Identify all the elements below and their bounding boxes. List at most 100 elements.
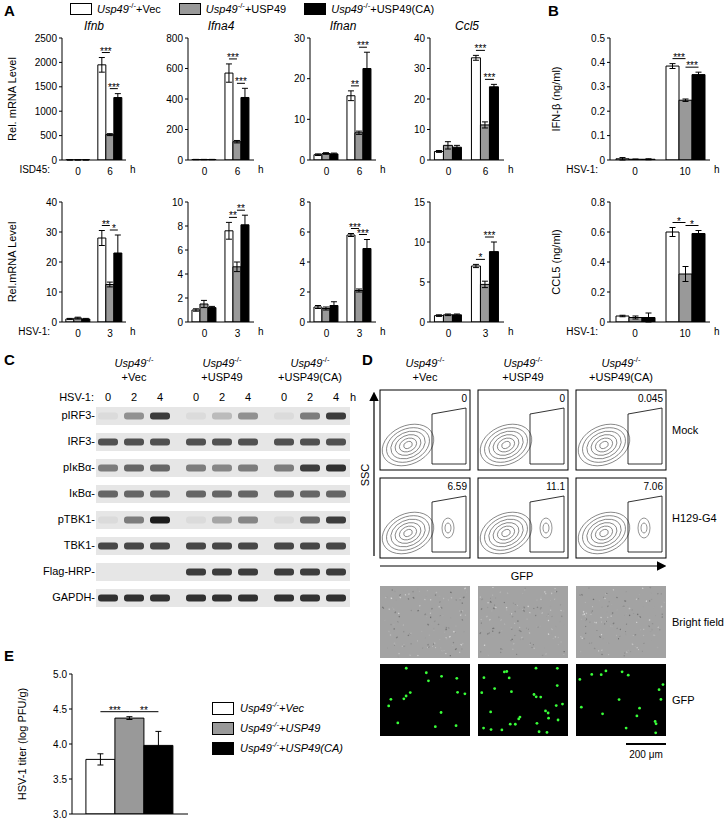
svg-text:0: 0 xyxy=(202,328,208,339)
svg-text:0: 0 xyxy=(202,166,208,177)
svg-text:***: *** xyxy=(227,52,239,63)
svg-text:30: 30 xyxy=(414,63,426,74)
svg-text:4.0: 4.0 xyxy=(53,739,67,750)
svg-text:0: 0 xyxy=(75,166,81,177)
svg-text:6: 6 xyxy=(235,166,241,177)
svg-text:0: 0 xyxy=(599,155,605,166)
svg-text:5.0: 5.0 xyxy=(53,669,67,680)
svg-text:***: *** xyxy=(475,43,487,54)
svg-text:20: 20 xyxy=(294,73,306,84)
svg-text:30: 30 xyxy=(294,33,306,44)
svg-text:***: *** xyxy=(673,52,685,63)
svg-text:10: 10 xyxy=(294,114,306,125)
svg-text:4.5: 4.5 xyxy=(53,704,67,715)
svg-text:20: 20 xyxy=(46,257,58,268)
svg-text:0.4: 0.4 xyxy=(591,257,605,268)
svg-text:3: 3 xyxy=(483,328,489,339)
svg-text:0.2: 0.2 xyxy=(591,287,605,298)
svg-text:10: 10 xyxy=(172,197,184,208)
svg-text:0.3: 0.3 xyxy=(591,81,605,92)
svg-text:0: 0 xyxy=(299,317,305,328)
svg-text:5: 5 xyxy=(419,277,425,288)
svg-text:10: 10 xyxy=(46,287,58,298)
svg-text:0.2: 0.2 xyxy=(591,106,605,117)
svg-text:3: 3 xyxy=(235,328,241,339)
svg-text:0: 0 xyxy=(177,317,183,328)
html-text:Usp49-/-+USP49: Usp49-/-+USP49 xyxy=(205,1,287,15)
svg-text:**: ** xyxy=(102,219,110,230)
svg-text:0: 0 xyxy=(632,166,638,177)
svg-text:2500: 2500 xyxy=(35,33,58,44)
svg-text:***: *** xyxy=(686,60,698,71)
svg-text:0.4: 0.4 xyxy=(591,57,605,68)
svg-text:2: 2 xyxy=(299,287,305,298)
svg-text:*: * xyxy=(677,216,681,227)
html-text:Usp49-/-+USP49(CA): Usp49-/-+USP49(CA) xyxy=(331,1,435,15)
svg-text:0: 0 xyxy=(446,166,452,177)
svg-text:6: 6 xyxy=(177,245,183,256)
svg-text:0.8: 0.8 xyxy=(591,197,605,208)
svg-text:0: 0 xyxy=(324,328,330,339)
svg-text:***: *** xyxy=(357,228,369,239)
svg-text:6: 6 xyxy=(107,166,113,177)
svg-text:0: 0 xyxy=(51,317,57,328)
svg-text:0: 0 xyxy=(419,317,425,328)
svg-text:800: 800 xyxy=(166,33,183,44)
svg-text:10: 10 xyxy=(679,166,691,177)
svg-text:**: ** xyxy=(237,203,245,214)
svg-text:3: 3 xyxy=(107,328,113,339)
svg-text:*: * xyxy=(690,219,694,230)
svg-text:***: *** xyxy=(235,76,247,87)
svg-text:8: 8 xyxy=(299,197,305,208)
svg-text:0.5: 0.5 xyxy=(591,33,605,44)
svg-text:0: 0 xyxy=(75,328,81,339)
svg-text:30: 30 xyxy=(46,227,58,238)
svg-text:*: * xyxy=(112,223,116,234)
svg-text:6: 6 xyxy=(299,227,305,238)
svg-text:10: 10 xyxy=(414,237,426,248)
svg-text:8: 8 xyxy=(177,221,183,232)
svg-text:0: 0 xyxy=(299,155,305,166)
svg-text:15: 15 xyxy=(414,197,426,208)
svg-text:***: *** xyxy=(100,46,112,57)
svg-text:3.0: 3.0 xyxy=(53,809,67,820)
svg-text:**: ** xyxy=(351,79,359,90)
svg-text:***: *** xyxy=(484,230,496,241)
svg-text:*: * xyxy=(478,252,482,263)
svg-text:0: 0 xyxy=(599,317,605,328)
svg-text:**: ** xyxy=(229,210,237,221)
svg-text:3.5: 3.5 xyxy=(53,774,67,785)
svg-text:10: 10 xyxy=(414,124,426,135)
svg-text:2000: 2000 xyxy=(35,57,58,68)
svg-text:0.1: 0.1 xyxy=(591,130,605,141)
svg-text:400: 400 xyxy=(166,94,183,105)
svg-text:0: 0 xyxy=(51,155,57,166)
svg-text:600: 600 xyxy=(166,63,183,74)
svg-text:1000: 1000 xyxy=(35,106,58,117)
svg-text:4: 4 xyxy=(177,269,183,280)
svg-text:0: 0 xyxy=(419,155,425,166)
svg-text:0: 0 xyxy=(446,328,452,339)
svg-text:***: *** xyxy=(484,72,496,83)
svg-text:0.6: 0.6 xyxy=(591,227,605,238)
svg-text:0: 0 xyxy=(177,155,183,166)
html-text:Usp49-/-+Vec: Usp49-/-+Vec xyxy=(97,1,161,15)
svg-text:500: 500 xyxy=(40,130,57,141)
svg-text:2: 2 xyxy=(177,293,183,304)
svg-text:0: 0 xyxy=(324,166,330,177)
svg-text:20: 20 xyxy=(414,94,426,105)
svg-text:40: 40 xyxy=(414,33,426,44)
svg-text:***: *** xyxy=(108,82,120,93)
svg-text:1500: 1500 xyxy=(35,81,58,92)
svg-text:***: *** xyxy=(357,40,369,51)
svg-text:10: 10 xyxy=(679,328,691,339)
svg-text:6: 6 xyxy=(483,166,489,177)
svg-text:4: 4 xyxy=(299,257,305,268)
svg-text:**: ** xyxy=(140,705,148,716)
svg-text:6: 6 xyxy=(357,166,363,177)
svg-text:200: 200 xyxy=(166,124,183,135)
svg-text:***: *** xyxy=(109,705,121,716)
svg-text:3: 3 xyxy=(357,328,363,339)
svg-text:40: 40 xyxy=(46,197,58,208)
svg-text:0: 0 xyxy=(632,328,638,339)
